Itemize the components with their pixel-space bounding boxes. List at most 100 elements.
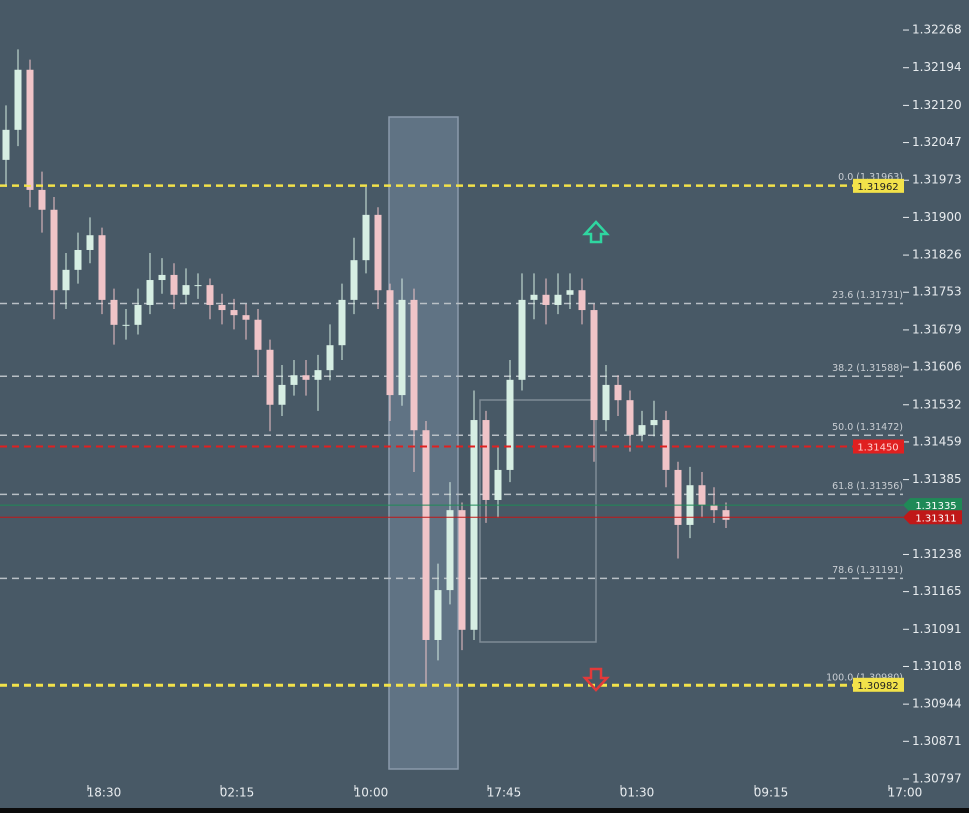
x-tick-label: 17:00 <box>888 786 923 800</box>
y-tick-label: 1.31753 <box>912 285 962 299</box>
x-tick-label: 02:15 <box>220 786 255 800</box>
price-badge <box>853 439 904 454</box>
fib-label: 50.0 (1.31472) <box>832 422 903 433</box>
candle-body <box>698 485 706 506</box>
x-tick-label: 01:30 <box>620 786 655 800</box>
x-tick-label: 10:00 <box>354 786 389 800</box>
candle-body <box>230 310 238 316</box>
candle-body <box>410 299 418 431</box>
fib-label: 0.0 (1.31963) <box>838 172 903 183</box>
y-tick-label: 1.30944 <box>912 697 962 711</box>
candle-body <box>434 590 442 640</box>
y-tick-label: 1.31900 <box>912 210 962 224</box>
range-box <box>479 399 597 643</box>
candle-body <box>146 280 154 305</box>
candle-body <box>170 274 178 295</box>
candle-body <box>662 420 670 470</box>
candle-body <box>566 290 574 295</box>
candle-body <box>38 189 46 210</box>
candle-body <box>650 420 658 426</box>
candle-body <box>338 299 346 346</box>
y-tick-label: 1.31606 <box>912 360 962 374</box>
price-badge-label: 1.30982 <box>857 681 898 692</box>
candle-body <box>98 235 106 300</box>
candle-body <box>134 304 142 325</box>
price-badge <box>903 510 962 525</box>
candle-body <box>26 69 34 190</box>
candle-body <box>242 315 250 320</box>
y-tick-label: 1.31532 <box>912 397 962 411</box>
y-tick-label: 1.31091 <box>912 622 962 636</box>
candle-body <box>290 375 298 385</box>
candle-body <box>530 294 538 300</box>
candle-body <box>422 430 430 640</box>
price-badge <box>853 178 904 193</box>
candle-body <box>362 214 370 261</box>
price-badge-label: 1.31335 <box>915 501 956 512</box>
candle-body <box>218 304 226 311</box>
candle-body <box>614 384 622 401</box>
candle-body <box>374 214 382 291</box>
y-tick-label: 1.31826 <box>912 248 962 262</box>
fib-label: 61.8 (1.31356) <box>832 481 903 492</box>
x-tick-label: 09:15 <box>754 786 789 800</box>
candle-body <box>446 510 454 591</box>
down-arrow <box>582 667 610 692</box>
candle-body <box>206 285 214 305</box>
candle-body <box>350 260 358 300</box>
candle-body <box>482 420 490 500</box>
candle-body <box>470 420 478 630</box>
candle-body <box>458 510 466 630</box>
price-badge-label: 1.31311 <box>915 513 956 524</box>
candle-body <box>14 69 22 130</box>
candle-body <box>674 469 682 525</box>
candle-body <box>506 379 514 470</box>
y-tick-label: 1.32194 <box>912 60 962 74</box>
y-tick-label: 1.31459 <box>912 434 962 448</box>
candle-body <box>194 285 202 287</box>
y-tick-label: 1.31679 <box>912 322 962 336</box>
candle-body <box>110 299 118 325</box>
candle-body <box>626 400 634 435</box>
candle-body <box>722 510 730 520</box>
price-badge <box>903 498 962 513</box>
candle-body <box>314 370 322 380</box>
y-tick-label: 1.32120 <box>912 98 962 112</box>
candle-body <box>158 274 166 281</box>
candle-body <box>86 235 94 250</box>
candle-body <box>74 249 82 270</box>
candle-body <box>494 469 502 500</box>
candle-body <box>278 384 286 405</box>
x-tick-label: 18:30 <box>87 786 122 800</box>
y-tick-label: 1.30797 <box>912 771 962 785</box>
price-badge-label: 1.31450 <box>857 443 898 454</box>
y-tick-label: 1.31973 <box>912 173 962 187</box>
candle-body <box>554 294 562 305</box>
candle-body <box>254 319 262 350</box>
candle-body <box>122 324 130 326</box>
marks: 1.32268 1.32194 1.32120 1.32047 1.31973 1.319… <box>0 23 962 800</box>
candle-body <box>398 299 406 396</box>
candle-body <box>50 209 58 291</box>
y-tick-label: 1.32268 <box>912 23 962 37</box>
y-tick-label: 1.31238 <box>912 547 962 561</box>
candle-body <box>326 345 334 371</box>
price-badge-label: 1.31962 <box>857 182 898 193</box>
fib-label: 23.6 (1.31731) <box>832 290 903 301</box>
candle-body <box>62 269 70 291</box>
x-tick-label: 17:45 <box>487 786 522 800</box>
y-tick-label: 1.32047 <box>912 135 962 149</box>
candle-body <box>182 285 190 295</box>
bottom-strip <box>0 808 969 813</box>
candle-body <box>638 425 646 435</box>
fib-label: 38.2 (1.31588) <box>832 363 903 374</box>
fib-label: 78.6 (1.31191) <box>832 565 903 576</box>
candle-body <box>710 505 718 511</box>
y-tick-label: 1.31018 <box>912 659 962 673</box>
y-tick-label: 1.31385 <box>912 472 962 486</box>
y-tick-label: 1.30871 <box>912 734 962 748</box>
candle-body <box>578 290 586 311</box>
candle-body <box>590 310 598 421</box>
